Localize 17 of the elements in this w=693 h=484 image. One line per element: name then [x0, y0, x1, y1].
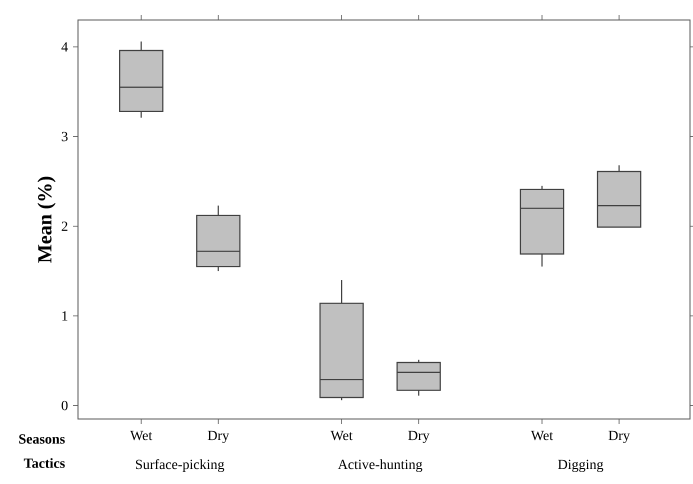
y-tick-label: 4 — [61, 42, 68, 52]
x-tick-label: Dry — [608, 430, 630, 444]
text: Surface-picking — [136, 459, 224, 472]
y-tick-label: 2 — [62, 222, 68, 231]
x-tick-label: Wet — [130, 430, 152, 440]
x-tick-label: Wet — [530, 430, 554, 440]
x-tick-label: Wet — [330, 430, 353, 440]
y-tick-label: 1 — [62, 311, 68, 321]
y-axis-title: Mean (%) — [37, 176, 56, 263]
y-tick-label: 3 — [62, 132, 68, 142]
y-tick-label: 0 — [62, 400, 68, 410]
text: Seasons — [19, 434, 65, 444]
x-tick-label: Dry — [208, 430, 230, 444]
text: Tactics — [24, 458, 65, 468]
x-tick-label: Dry — [408, 430, 430, 444]
text: Active-hunting — [338, 459, 422, 472]
text: Digging — [558, 460, 604, 472]
